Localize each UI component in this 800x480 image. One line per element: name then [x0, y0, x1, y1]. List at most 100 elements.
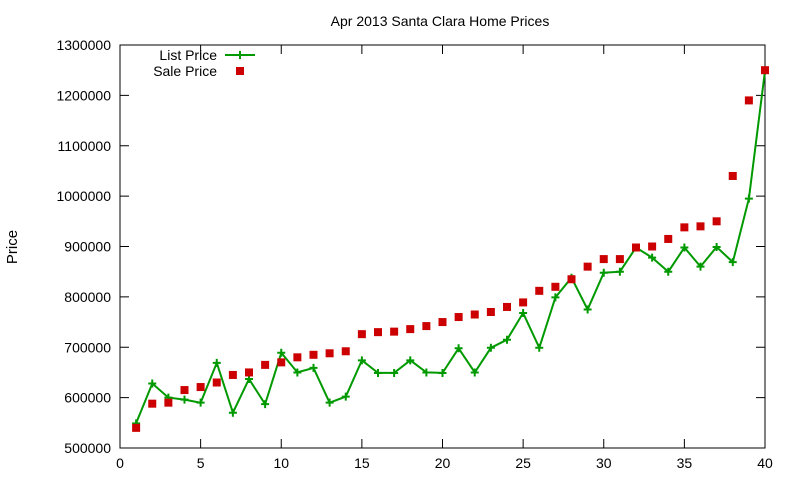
- y-tick-label: 1300000: [56, 37, 111, 53]
- sale-price-point: [132, 423, 141, 432]
- plot-area: 500000 600000 700000 800000 900000 1000000 110…: [56, 37, 773, 471]
- legend: List Price Sale Price: [153, 47, 255, 79]
- list-price-point: [293, 368, 302, 377]
- sale-price-point: [406, 325, 415, 334]
- list-price-point: [180, 395, 189, 404]
- sale-price-point: [438, 318, 447, 327]
- plot-frame: [119, 44, 766, 449]
- sale-price-point: [357, 330, 366, 339]
- sale-price-point: [325, 349, 334, 358]
- sale-price-point: [551, 282, 560, 291]
- list-price-point: [438, 368, 447, 377]
- sale-price-point: [599, 255, 608, 264]
- sale-price-point: [422, 322, 431, 331]
- y-tick-label: 900000: [64, 239, 111, 255]
- x-tick-label: 30: [596, 455, 612, 471]
- sale-price-point: [164, 398, 173, 407]
- x-tick-label: 25: [515, 455, 531, 471]
- list-price-point: [551, 293, 560, 302]
- list-price-point: [486, 343, 495, 352]
- sale-price-point: [632, 243, 640, 252]
- sale-price-point: [261, 360, 270, 369]
- legend-label-list-price: List Price: [159, 47, 217, 63]
- list-price-point: [228, 408, 237, 417]
- list-price-line: [135, 70, 766, 424]
- sale-price-point: [664, 234, 673, 243]
- list-price-point: [599, 268, 608, 277]
- legend-label-sale-price: Sale Price: [153, 63, 217, 79]
- sale-price-point: [196, 383, 205, 392]
- sale-price-point: [761, 66, 769, 75]
- x-tick-label: 40: [757, 455, 773, 471]
- sale-price-point: [728, 171, 737, 180]
- sale-price-point: [615, 255, 624, 264]
- list-price-point: [615, 267, 624, 276]
- x-tick-label: 20: [435, 455, 451, 471]
- x-tick-label: 35: [677, 455, 693, 471]
- sale-price-point: [212, 378, 221, 387]
- list-price-point: [519, 308, 528, 317]
- list-price-point: [454, 344, 463, 353]
- list-price-point: [728, 258, 737, 267]
- y-tick-label: 700000: [64, 339, 111, 355]
- list-price-point: [309, 363, 318, 372]
- y-tick-label: 1000000: [56, 188, 111, 204]
- y-axis-label: Price: [4, 230, 21, 264]
- list-price-point: [664, 267, 673, 276]
- sale-price-point: [454, 313, 463, 322]
- y-tick-label: 800000: [64, 289, 111, 305]
- sale-price-point: [744, 96, 753, 105]
- sale-price-point: [245, 368, 253, 377]
- list-price-point: [277, 348, 286, 357]
- sale-price-point: [519, 298, 528, 307]
- x-tick-label: 10: [273, 455, 289, 471]
- legend-marker-list-price: [236, 51, 244, 59]
- list-price-point: [648, 253, 657, 262]
- sale-price-point: [503, 302, 511, 311]
- list-price-point: [422, 368, 431, 377]
- y-tick-label: 500000: [64, 440, 111, 456]
- sale-price-point: [228, 370, 237, 379]
- list-price-point: [325, 398, 334, 407]
- list-price-point: [212, 358, 221, 367]
- list-price-point: [196, 398, 205, 407]
- list-price-point: [696, 262, 705, 271]
- list-price-point: [680, 243, 689, 252]
- list-price-point: [374, 368, 382, 377]
- x-tick-label: 15: [354, 455, 370, 471]
- sale-price-point: [277, 358, 286, 367]
- sale-price-point: [341, 347, 350, 356]
- sale-price-point: [535, 286, 544, 295]
- sale-price-point: [180, 386, 189, 395]
- y-tick-label: 1200000: [56, 87, 111, 103]
- y-tick-label: 600000: [64, 390, 111, 406]
- sale-price-point: [390, 327, 399, 336]
- list-price-point: [712, 243, 721, 252]
- sale-price-point: [309, 350, 318, 359]
- list-price-point: [390, 368, 399, 377]
- x-tick-label: 0: [116, 455, 124, 471]
- list-price-point: [744, 194, 753, 203]
- sale-price-point: [293, 353, 302, 362]
- sale-price-point: [583, 262, 592, 271]
- x-tick-label: 5: [197, 455, 205, 471]
- list-price-point: [406, 356, 415, 365]
- sale-price-point: [470, 310, 479, 319]
- chart-title: Apr 2013 Santa Clara Home Prices: [331, 13, 550, 29]
- list-price-point: [583, 305, 592, 314]
- list-price-point: [148, 379, 157, 388]
- sale-price-point: [648, 242, 657, 251]
- sale-price-point: [680, 223, 689, 232]
- sale-price-point: [374, 328, 382, 337]
- list-price-point: [341, 392, 350, 401]
- list-price-point: [261, 400, 270, 409]
- legend-marker-sale-price: [236, 67, 244, 75]
- sale-price-point: [486, 307, 495, 316]
- list-price-point: [470, 368, 479, 377]
- sale-price-point: [148, 399, 157, 408]
- sale-price-point: [696, 222, 705, 231]
- list-price-point: [535, 343, 544, 352]
- y-tick-label: 1100000: [58, 138, 112, 154]
- list-price-point: [503, 335, 511, 344]
